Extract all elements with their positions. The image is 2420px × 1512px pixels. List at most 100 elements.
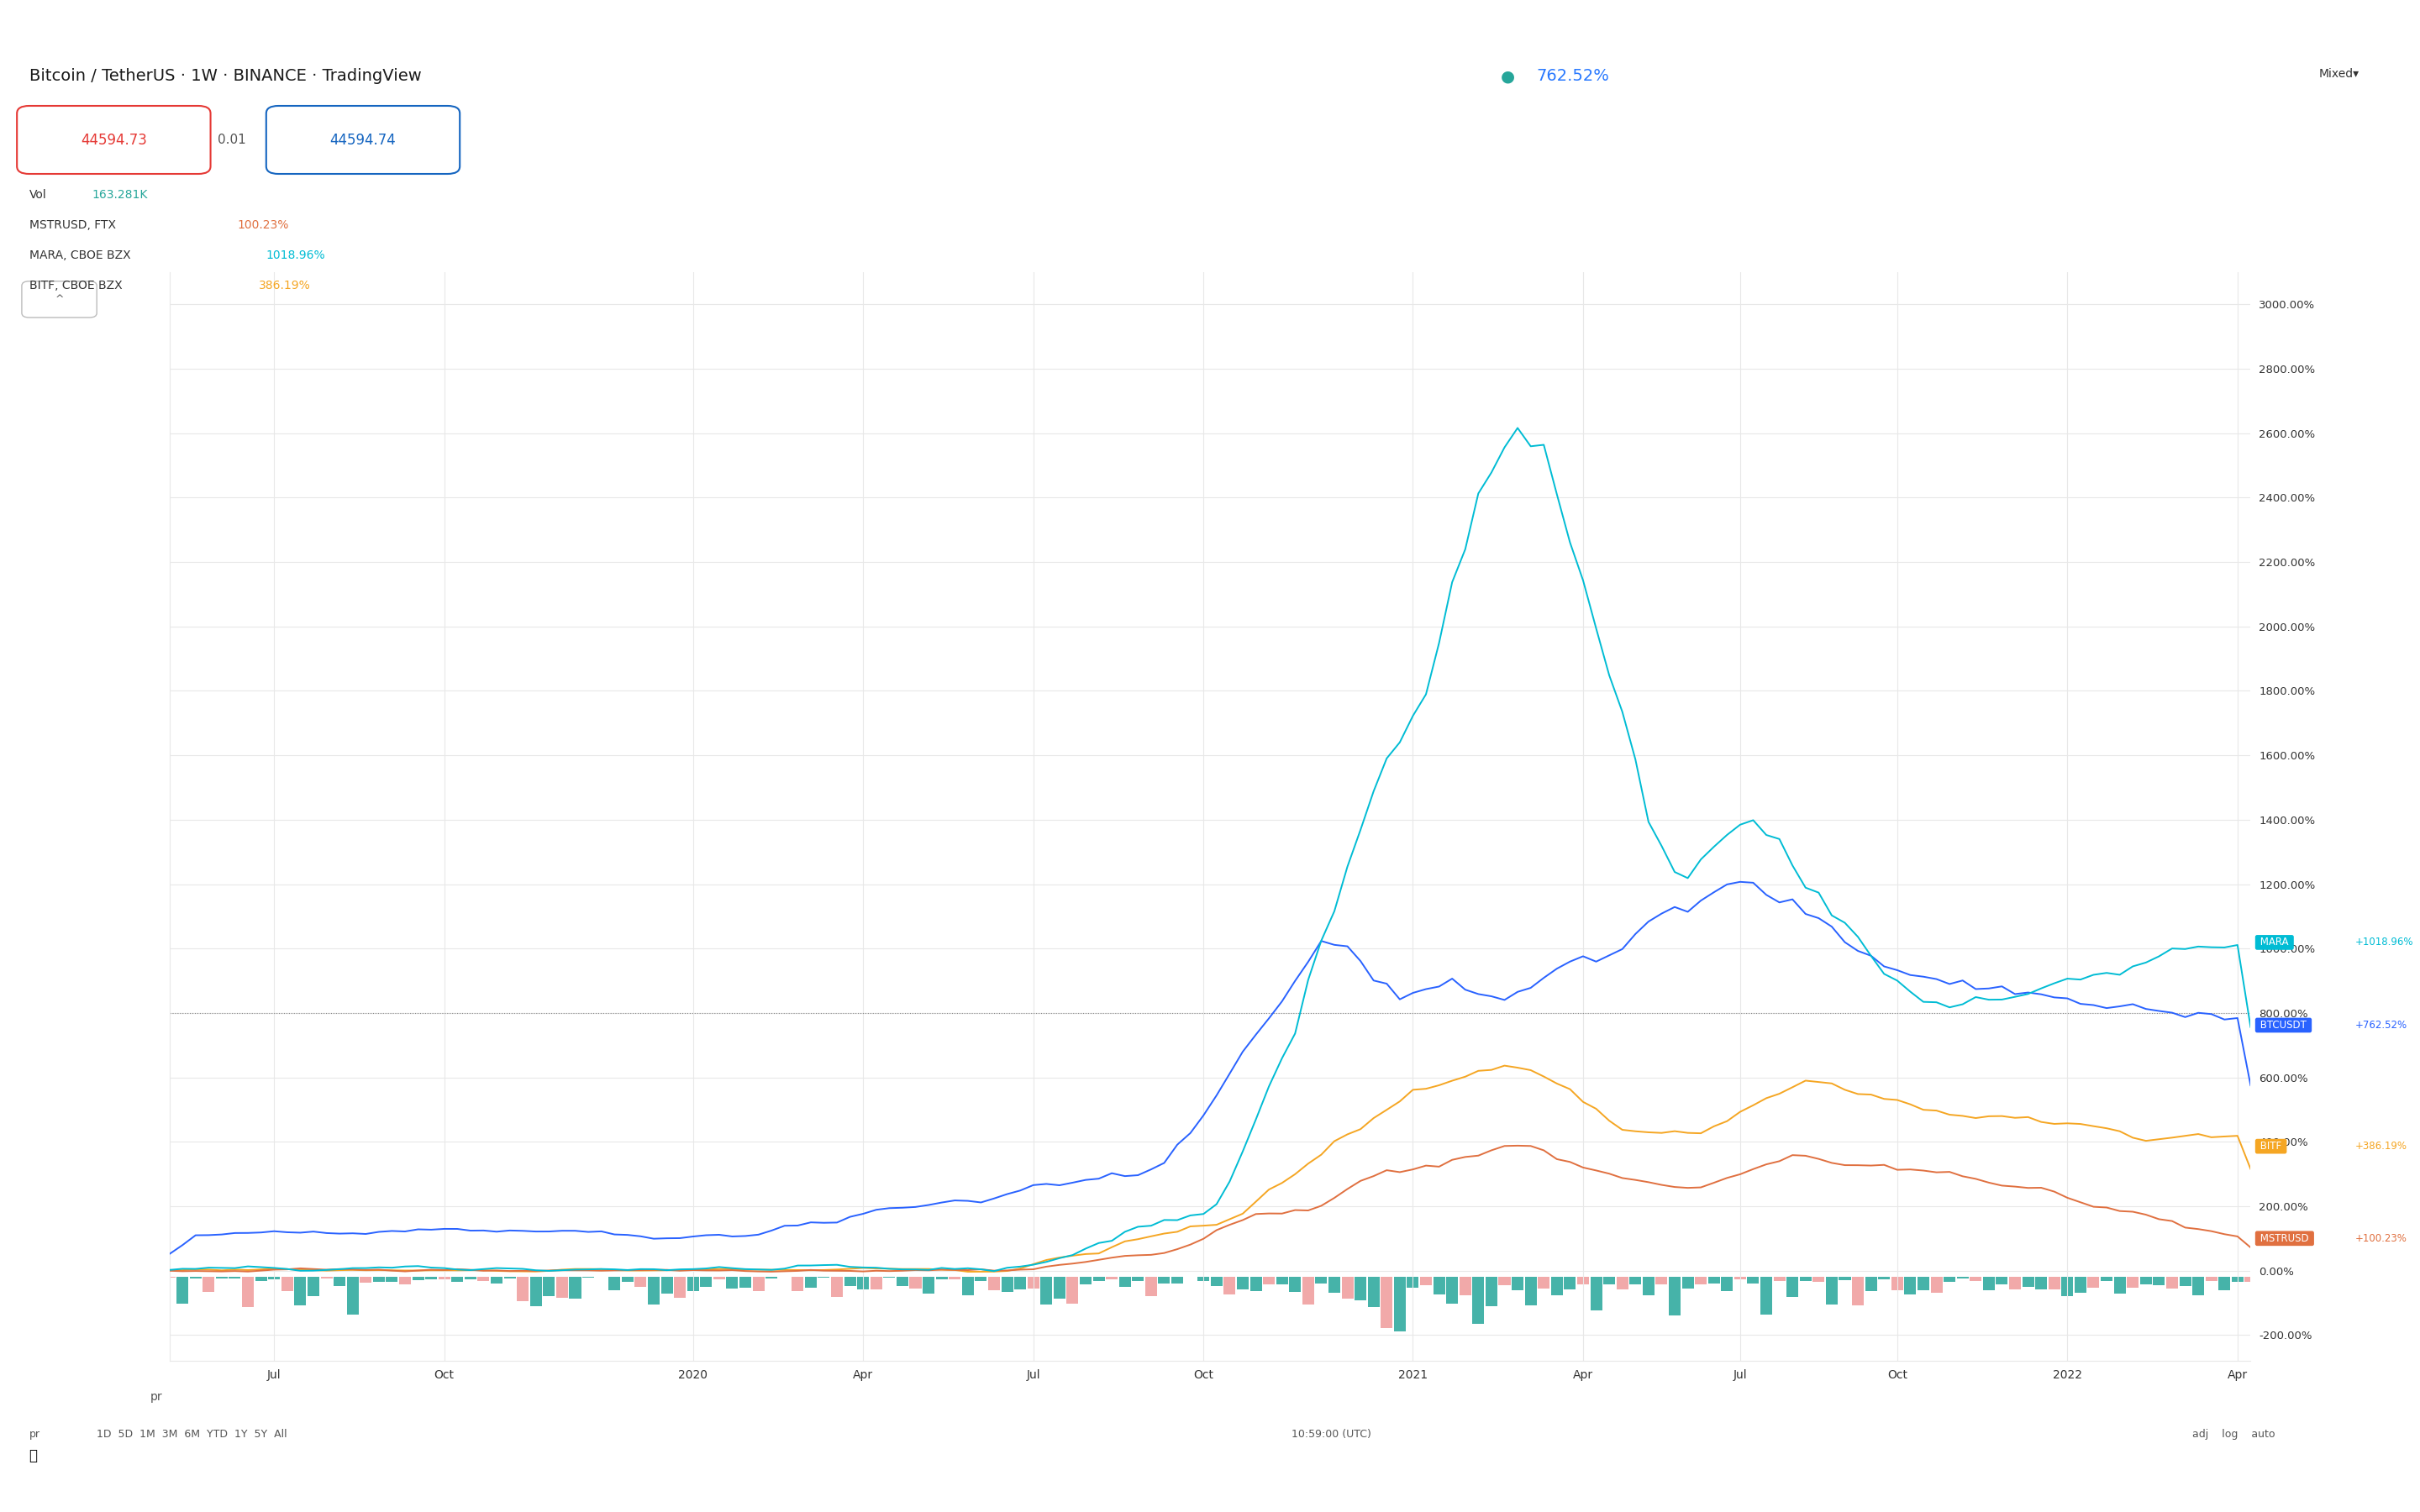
Bar <box>2074 1278 2086 1293</box>
Text: ^: ^ <box>56 293 63 305</box>
Bar <box>1433 1278 1445 1294</box>
Bar <box>1982 1278 1994 1290</box>
Text: 163.281K: 163.281K <box>92 189 148 201</box>
Bar <box>1421 1278 1433 1285</box>
Text: pr: pr <box>29 1429 41 1439</box>
Bar <box>1590 1278 1602 1311</box>
Bar <box>2023 1278 2033 1287</box>
Bar <box>649 1278 661 1305</box>
Text: MSTRUSD: MSTRUSD <box>2258 1232 2311 1244</box>
Bar <box>910 1278 922 1288</box>
Bar <box>373 1278 385 1282</box>
Bar <box>1406 1278 1418 1288</box>
Bar <box>1694 1278 1706 1284</box>
Bar <box>1014 1278 1026 1290</box>
Bar <box>503 1278 515 1279</box>
Text: MARA, CBOE BZX: MARA, CBOE BZX <box>29 249 131 262</box>
Bar <box>530 1278 542 1306</box>
Bar <box>1563 1278 1575 1290</box>
Bar <box>387 1278 397 1282</box>
Bar <box>1970 1278 1982 1281</box>
Bar <box>1525 1278 1537 1306</box>
Bar <box>1878 1278 1890 1279</box>
Bar <box>2009 1278 2021 1290</box>
Text: 44594.73: 44594.73 <box>80 133 148 148</box>
Bar <box>1670 1278 1679 1315</box>
Bar <box>1145 1278 1157 1296</box>
Bar <box>2101 1278 2113 1281</box>
Bar <box>1537 1278 1549 1288</box>
Bar <box>1094 1278 1104 1281</box>
Bar <box>411 1278 423 1281</box>
Bar <box>215 1278 227 1279</box>
Bar <box>622 1278 634 1282</box>
Text: MSTRUSD, FTX: MSTRUSD, FTX <box>29 219 116 231</box>
Bar <box>453 1278 462 1282</box>
Bar <box>346 1278 358 1315</box>
Bar <box>1655 1278 1667 1284</box>
Bar <box>741 1278 750 1288</box>
Bar <box>1171 1278 1183 1284</box>
Bar <box>2047 1278 2059 1290</box>
Bar <box>2231 1278 2243 1282</box>
Bar <box>806 1278 816 1288</box>
Bar <box>1800 1278 1813 1281</box>
Text: 0.01: 0.01 <box>218 133 247 147</box>
Bar <box>1002 1278 1014 1293</box>
Bar <box>1367 1278 1379 1308</box>
Bar <box>1721 1278 1733 1291</box>
Bar <box>2154 1278 2166 1285</box>
Bar <box>1249 1278 1261 1291</box>
Bar <box>1290 1278 1302 1293</box>
Bar <box>607 1278 620 1290</box>
Bar <box>426 1278 438 1279</box>
Bar <box>1225 1278 1237 1294</box>
Bar <box>922 1278 934 1294</box>
Text: MARA: MARA <box>2258 937 2292 948</box>
FancyBboxPatch shape <box>266 106 460 174</box>
Bar <box>1355 1278 1367 1300</box>
Bar <box>1486 1278 1498 1306</box>
Bar <box>726 1278 738 1288</box>
Bar <box>1067 1278 1079 1303</box>
Bar <box>203 1278 215 1291</box>
Bar <box>1041 1278 1053 1305</box>
Bar <box>2113 1278 2125 1294</box>
Bar <box>1498 1278 1510 1285</box>
Bar <box>975 1278 987 1281</box>
Bar <box>1905 1278 1917 1294</box>
Bar <box>987 1278 999 1290</box>
Bar <box>1943 1278 1955 1282</box>
Bar <box>2180 1278 2190 1287</box>
Bar <box>465 1278 477 1279</box>
Bar <box>438 1278 450 1279</box>
Bar <box>1774 1278 1786 1281</box>
Bar <box>1341 1278 1353 1299</box>
Bar <box>2246 1278 2255 1282</box>
Bar <box>765 1278 777 1279</box>
Text: +1018.96%: +1018.96% <box>2355 937 2413 948</box>
Text: Vol: Vol <box>29 189 46 201</box>
Bar <box>1133 1278 1145 1281</box>
Bar <box>1931 1278 1943 1293</box>
Bar <box>1839 1278 1851 1281</box>
Bar <box>2139 1278 2151 1285</box>
Bar <box>830 1278 842 1297</box>
Bar <box>1958 1278 1967 1279</box>
Bar <box>937 1278 949 1279</box>
Bar <box>1471 1278 1483 1325</box>
Bar <box>177 1278 189 1303</box>
Bar <box>1617 1278 1629 1290</box>
Bar <box>2166 1278 2178 1288</box>
Bar <box>753 1278 765 1291</box>
Bar <box>1825 1278 1837 1305</box>
Bar <box>1382 1278 1391 1328</box>
Bar <box>1682 1278 1694 1288</box>
Text: +386.19%: +386.19% <box>2355 1142 2408 1152</box>
Bar <box>791 1278 803 1291</box>
Text: BITF, CBOE BZX: BITF, CBOE BZX <box>29 280 121 292</box>
Text: Bitcoin / TetherUS · 1W · BINANCE · TradingView: Bitcoin / TetherUS · 1W · BINANCE · Trad… <box>29 68 421 85</box>
Text: 44594.74: 44594.74 <box>329 133 397 148</box>
Bar <box>491 1278 503 1284</box>
Bar <box>1237 1278 1249 1290</box>
